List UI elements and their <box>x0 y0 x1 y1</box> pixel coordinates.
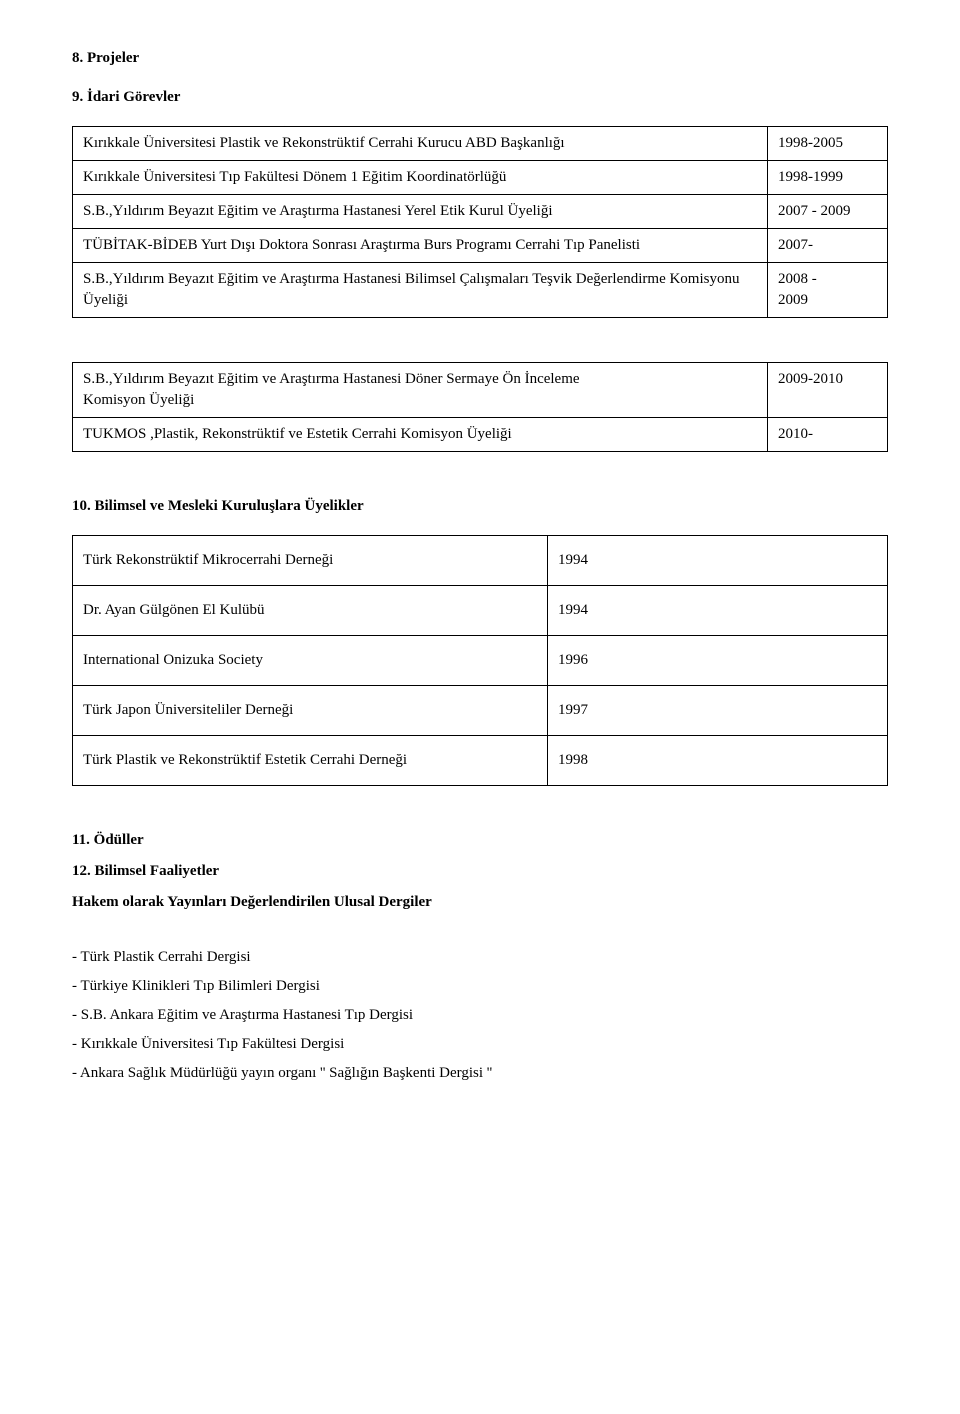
table-row: Türk Rekonstrüktif Mikrocerrahi Derneği … <box>73 536 888 586</box>
heading-idari-gorevler: 9. İdari Görevler <box>72 87 888 108</box>
table-row: S.B.,Yıldırım Beyazıt Eğitim ve Araştırm… <box>73 263 888 318</box>
memberships-table: Türk Rekonstrüktif Mikrocerrahi Derneği … <box>72 535 888 786</box>
duty-date: 1998-1999 <box>768 161 888 195</box>
journal-item: - Ankara Sağlık Müdürlüğü yayın organı '… <box>72 1063 888 1084</box>
membership-date: 1994 <box>548 536 888 586</box>
table-row: TUKMOS ,Plastik, Rekonstrüktif ve Esteti… <box>73 418 888 452</box>
heading-projeler: 8. Projeler <box>72 48 888 69</box>
table-row: TÜBİTAK-BİDEB Yurt Dışı Doktora Sonrası … <box>73 229 888 263</box>
duties-table-2: S.B.,Yıldırım Beyazıt Eğitim ve Araştırm… <box>72 362 888 452</box>
duty-date: 2008 - 2009 <box>768 263 888 318</box>
duty-date: 2009-2010 <box>768 363 888 418</box>
membership-text: Türk Japon Üniversiteliler Derneği <box>73 686 548 736</box>
table-row: Dr. Ayan Gülgönen El Kulübü 1994 <box>73 586 888 636</box>
table-row: Türk Japon Üniversiteliler Derneği 1997 <box>73 686 888 736</box>
membership-text: International Onizuka Society <box>73 636 548 686</box>
duty-date: 1998-2005 <box>768 127 888 161</box>
journal-item: - Türk Plastik Cerrahi Dergisi <box>72 947 888 968</box>
subheading-hakem-dergiler: Hakem olarak Yayınları Değerlendirilen U… <box>72 892 888 913</box>
membership-text: Türk Rekonstrüktif Mikrocerrahi Derneği <box>73 536 548 586</box>
table-row: S.B.,Yıldırım Beyazıt Eğitim ve Araştırm… <box>73 363 888 418</box>
duty-date: 2007 - 2009 <box>768 195 888 229</box>
duty-text: Kırıkkale Üniversitesi Tıp Fakültesi Dön… <box>73 161 768 195</box>
duty-date: 2010- <box>768 418 888 452</box>
journal-item: - Kırıkkale Üniversitesi Tıp Fakültesi D… <box>72 1034 888 1055</box>
table-row: Kırıkkale Üniversitesi Plastik ve Rekons… <box>73 127 888 161</box>
membership-date: 1994 <box>548 586 888 636</box>
duties-table-1: Kırıkkale Üniversitesi Plastik ve Rekons… <box>72 126 888 318</box>
duty-text: S.B.,Yıldırım Beyazıt Eğitim ve Araştırm… <box>73 195 768 229</box>
journal-item: - Türkiye Klinikleri Tıp Bilimleri Dergi… <box>72 976 888 997</box>
table-row: S.B.,Yıldırım Beyazıt Eğitim ve Araştırm… <box>73 195 888 229</box>
table-row: International Onizuka Society 1996 <box>73 636 888 686</box>
heading-oduller: 11. Ödüller <box>72 830 888 851</box>
duty-text: TÜBİTAK-BİDEB Yurt Dışı Doktora Sonrası … <box>73 229 768 263</box>
membership-text: Dr. Ayan Gülgönen El Kulübü <box>73 586 548 636</box>
duty-text: S.B.,Yıldırım Beyazıt Eğitim ve Araştırm… <box>73 363 768 418</box>
journal-item: - S.B. Ankara Eğitim ve Araştırma Hastan… <box>72 1005 888 1026</box>
heading-uyelikler: 10. Bilimsel ve Mesleki Kuruluşlara Üyel… <box>72 496 888 517</box>
table-row: Türk Plastik ve Rekonstrüktif Estetik Ce… <box>73 736 888 786</box>
membership-date: 1996 <box>548 636 888 686</box>
table-row: Kırıkkale Üniversitesi Tıp Fakültesi Dön… <box>73 161 888 195</box>
heading-bilimsel-faaliyetler: 12. Bilimsel Faaliyetler <box>72 861 888 882</box>
membership-text: Türk Plastik ve Rekonstrüktif Estetik Ce… <box>73 736 548 786</box>
duty-text: S.B.,Yıldırım Beyazıt Eğitim ve Araştırm… <box>73 263 768 318</box>
duty-date: 2007- <box>768 229 888 263</box>
duty-text: Kırıkkale Üniversitesi Plastik ve Rekons… <box>73 127 768 161</box>
membership-date: 1998 <box>548 736 888 786</box>
membership-date: 1997 <box>548 686 888 736</box>
duty-text: TUKMOS ,Plastik, Rekonstrüktif ve Esteti… <box>73 418 768 452</box>
